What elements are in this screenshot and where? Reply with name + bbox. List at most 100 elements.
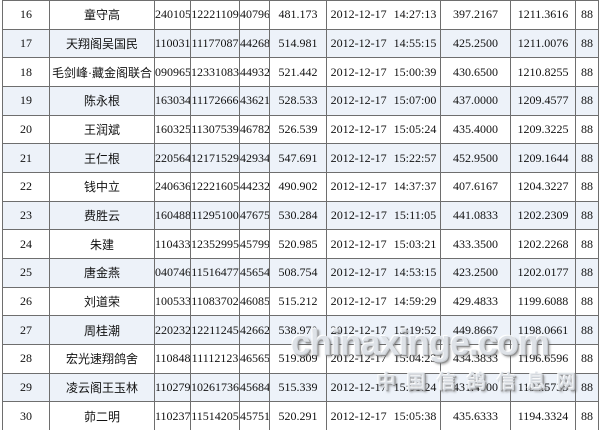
- member-code-cell: 090965: [154, 57, 191, 87]
- entry-code-cell: 45654: [239, 257, 270, 288]
- score-cell: 88: [575, 28, 599, 59]
- arrival-time-cell: 2012-12-17 15:00:39: [326, 57, 441, 87]
- rank-cell: 22: [2, 171, 50, 202]
- speed-cell: 1209.3225: [510, 114, 576, 145]
- ring-number-cell: 12352995: [190, 229, 240, 259]
- rank-cell: 28: [2, 343, 50, 374]
- score-cell: 88: [575, 372, 599, 403]
- table-row: 23 费胜云 160488 11295100 47675 530.284 2012-12-1…: [2, 200, 599, 231]
- arrival-time-cell: 2012-12-17 15:01:24: [326, 372, 441, 403]
- arrival-time-cell: 2012-12-17 15:05:24: [326, 114, 441, 145]
- distance-cell: 490.902: [269, 171, 327, 202]
- entry-code-cell: 47675: [239, 200, 270, 231]
- distance-cell: 528.533: [269, 85, 327, 116]
- entry-code-cell: 40796: [239, 0, 270, 30]
- ring-number-cell: 12211245: [190, 315, 240, 345]
- entry-code-cell: 42662: [239, 315, 270, 345]
- score-cell: 88: [575, 114, 599, 145]
- table-row: 22 钱中立 240636 12221605 44232 490.902 2012-12-1…: [2, 171, 599, 202]
- speed-cell: 1209.1644: [510, 143, 576, 173]
- ring-number-cell: 11112123: [190, 343, 240, 374]
- ring-number-cell: 11514205: [190, 401, 240, 430]
- table-row: 20 王润斌 160325 11307539 46782 526.539 2012-12-1…: [2, 114, 599, 145]
- member-code-cell: 220232: [154, 315, 191, 345]
- arrival-time-cell: 2012-12-17 15:11:05: [326, 200, 441, 231]
- speed-cell: 1211.3616: [510, 0, 576, 30]
- speed-cell: 1198.0661: [510, 315, 576, 345]
- member-code-cell: 163034: [154, 85, 191, 116]
- member-code-cell: 110237: [154, 401, 191, 430]
- table-row: 30 茆二明 110237 11514205 45751 520.291 2012-12-1…: [2, 401, 599, 430]
- entry-code-cell: 45799: [239, 229, 270, 259]
- member-code-cell: 110279: [154, 372, 191, 403]
- table-row: 19 陈永根 163034 11172666 43621 528.533 2012-12-1…: [2, 85, 599, 116]
- fly-minutes-cell: 434.3833: [440, 343, 511, 374]
- arrival-time-cell: 2012-12-17 15:03:21: [326, 229, 441, 259]
- fly-minutes-cell: 441.0833: [440, 200, 511, 231]
- member-code-cell: 110433: [154, 229, 191, 259]
- rank-cell: 18: [2, 57, 50, 87]
- entry-code-cell: 44232: [239, 171, 270, 202]
- rank-cell: 30: [2, 401, 50, 430]
- score-cell: 88: [575, 343, 599, 374]
- fancier-name-cell: 王仁根: [49, 143, 155, 173]
- distance-cell: 508.754: [269, 257, 327, 288]
- table-row: 17 天翔阁吴国民 110031 11177087 44268 514.981 2012-1…: [2, 28, 599, 59]
- fancier-name-cell: 刘道荣: [49, 286, 155, 317]
- table-row: 28 宏光速翔鸽舍 110848 11112123 46565 519.809 2012-1…: [2, 343, 599, 374]
- ring-number-cell: 11172666: [190, 85, 240, 116]
- rank-cell: 17: [2, 28, 50, 59]
- arrival-time-cell: 2012-12-17 15:04:23: [326, 343, 441, 374]
- table-row: 27 周桂潮 220232 12211245 42662 538.970 2012-12-1…: [2, 315, 599, 345]
- speed-cell: 1196.6596: [510, 343, 576, 374]
- fly-minutes-cell: 397.2167: [440, 0, 511, 30]
- arrival-time-cell: 2012-12-17 15:07:00: [326, 85, 441, 116]
- speed-cell: 1202.2309: [510, 200, 576, 231]
- ring-number-cell: 11516477: [190, 257, 240, 288]
- entry-code-cell: 43621: [239, 85, 270, 116]
- fly-minutes-cell: 449.8667: [440, 315, 511, 345]
- rank-cell: 27: [2, 315, 50, 345]
- rank-cell: 26: [2, 286, 50, 317]
- fancier-name-cell: 唐金燕: [49, 257, 155, 288]
- score-cell: 88: [575, 257, 599, 288]
- distance-cell: 526.539: [269, 114, 327, 145]
- distance-cell: 520.291: [269, 401, 327, 430]
- entry-code-cell: 46565: [239, 343, 270, 374]
- ring-number-cell: 11083702: [190, 286, 240, 317]
- ring-number-cell: 12171529: [190, 143, 240, 173]
- entry-code-cell: 44268: [239, 28, 270, 59]
- fancier-name-cell: 凌云阁王玉林: [49, 372, 155, 403]
- arrival-time-cell: 2012-12-17 15:19:52: [326, 315, 441, 345]
- score-cell: 88: [575, 200, 599, 231]
- score-cell: 88: [575, 401, 599, 430]
- table-row: 24 朱建 110433 12352995 45799 520.985 2012-12-17…: [2, 229, 599, 259]
- fly-minutes-cell: 437.0000: [440, 85, 511, 116]
- entry-code-cell: 45684: [239, 372, 270, 403]
- ring-number-cell: 11177087: [190, 28, 240, 59]
- fly-minutes-cell: 425.2500: [440, 28, 511, 59]
- member-code-cell: 160325: [154, 114, 191, 145]
- entry-code-cell: 46085: [239, 286, 270, 317]
- rank-cell: 16: [2, 0, 50, 30]
- fancier-name-cell: 宏光速翔鸽舍: [49, 343, 155, 374]
- fly-minutes-cell: 407.6167: [440, 171, 511, 202]
- table-row: 21 王仁根 220564 12171529 42934 547.691 2012-12-1…: [2, 143, 599, 173]
- member-code-cell: 220564: [154, 143, 191, 173]
- entry-code-cell: 46782: [239, 114, 270, 145]
- fancier-name-cell: 钱中立: [49, 171, 155, 202]
- fancier-name-cell: 陈永根: [49, 85, 155, 116]
- entry-code-cell: 45751: [239, 401, 270, 430]
- arrival-time-cell: 2012-12-17 14:37:37: [326, 171, 441, 202]
- rank-cell: 19: [2, 85, 50, 116]
- member-code-cell: 240636: [154, 171, 191, 202]
- speed-cell: 1210.8255: [510, 57, 576, 87]
- distance-cell: 515.339: [269, 372, 327, 403]
- member-code-cell: 240105: [154, 0, 191, 30]
- arrival-time-cell: 2012-12-17 14:53:15: [326, 257, 441, 288]
- member-code-cell: 100533: [154, 286, 191, 317]
- distance-cell: 538.970: [269, 315, 327, 345]
